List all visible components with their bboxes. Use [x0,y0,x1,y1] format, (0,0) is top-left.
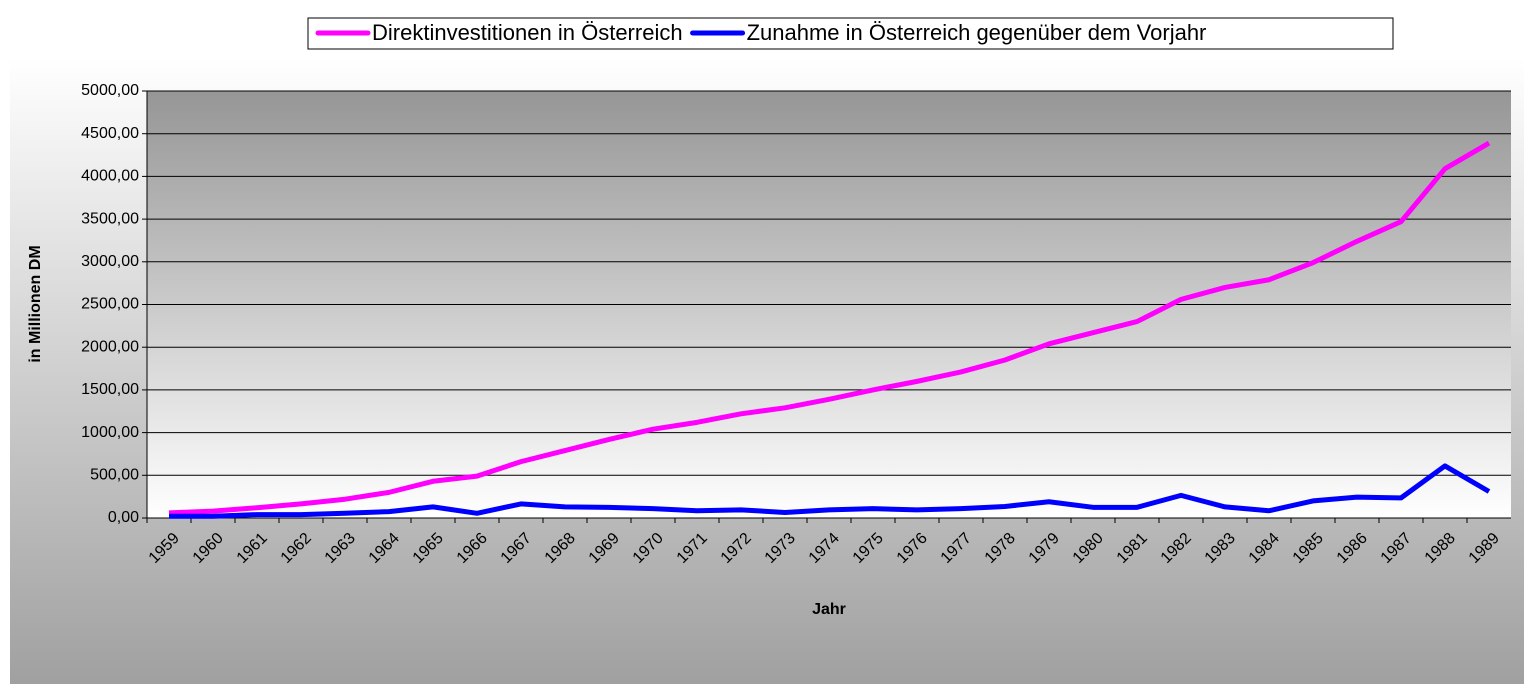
y-tick-label: 1500,00 [81,381,139,398]
line-series [169,463,1491,519]
y-tick-label: 4000,00 [81,168,139,185]
y-tick-label: 3500,00 [81,210,139,227]
y-tick-label: 4500,00 [81,125,139,142]
line-series [168,140,1491,516]
legend-box [307,17,1394,50]
y-tick-label: 3000,00 [81,253,139,270]
y-tick-label: 0,00 [108,509,139,526]
y-tick-label: 500,00 [90,467,139,484]
legend-label: Direktinvestitionen in Österreich [372,20,683,45]
x-axis-label: Jahr [812,601,846,618]
legend-label: Zunahme in Österreich gegenüber dem Vorj… [747,20,1207,45]
y-tick-label: 2500,00 [81,296,139,313]
y-tick-label: 2000,00 [81,338,139,355]
y-axis-label: in Millionen DM [27,245,44,362]
y-tick-label: 5000,00 [81,82,139,99]
y-tick-label: 1000,00 [81,424,139,441]
